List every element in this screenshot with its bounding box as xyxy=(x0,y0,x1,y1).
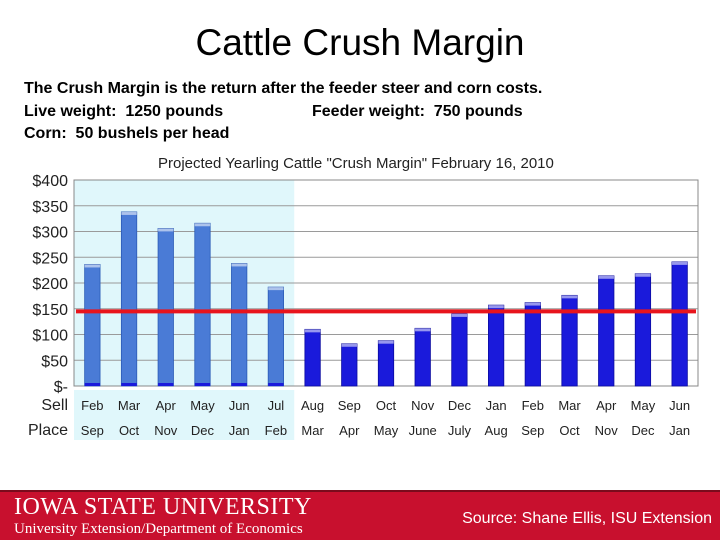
bar-highlight xyxy=(194,223,211,227)
x-tick-label-sell: Apr xyxy=(156,398,177,413)
university-logo-text: IOWA STATE UNIVERSITY xyxy=(14,494,312,520)
x-tick-label-place: Sep xyxy=(81,423,104,438)
footer-divider xyxy=(0,490,720,492)
x-tick-label-sell: Feb xyxy=(522,398,544,413)
x-tick-label-place: Jan xyxy=(669,423,690,438)
y-tick-label: $300 xyxy=(32,225,68,242)
y-tick-label: $400 xyxy=(32,173,68,190)
bar xyxy=(377,340,395,387)
x-tick-label-sell: Oct xyxy=(376,398,397,413)
x-tick-label-sell: Sep xyxy=(338,398,361,413)
bar xyxy=(561,294,578,387)
x-tick-label-place: Mar xyxy=(301,423,324,438)
bar-base xyxy=(231,383,247,386)
x-tick-label-place: Dec xyxy=(631,423,655,438)
bar-highlight xyxy=(231,263,247,267)
bar-highlight xyxy=(451,313,468,317)
x-tick-label-sell: Jun xyxy=(229,398,250,413)
bar xyxy=(157,228,174,387)
bar-highlight xyxy=(378,340,394,344)
x-tick-label-place: Sep xyxy=(521,423,544,438)
x-tick-label-sell: Jun xyxy=(669,398,690,413)
bar xyxy=(524,302,541,387)
bar xyxy=(194,222,211,387)
bar-base xyxy=(268,383,284,386)
bar xyxy=(634,273,652,387)
bar-highlight xyxy=(488,305,504,309)
bar xyxy=(304,328,321,387)
y-tick-label: $350 xyxy=(32,199,68,216)
bar-highlight xyxy=(635,273,651,277)
bar-highlight xyxy=(84,264,101,268)
x-tick-label-sell: May xyxy=(190,398,215,413)
bar-base xyxy=(194,383,211,386)
x-tick-label-place: July xyxy=(448,423,472,438)
description-line-1: The Crush Margin is the return after the… xyxy=(24,80,543,97)
y-tick-label: $250 xyxy=(32,250,68,267)
bar-highlight xyxy=(598,275,614,279)
x-tick-label-place: Apr xyxy=(339,423,360,438)
place-row-label: Place xyxy=(28,422,68,439)
bar xyxy=(598,275,615,387)
footer-bar: IOWA STATE UNIVERSITY University Extensi… xyxy=(0,492,720,540)
y-tick-label: $- xyxy=(54,379,68,396)
x-tick-label-place: Oct xyxy=(559,423,580,438)
bar-highlight xyxy=(414,328,431,332)
live-weight-text: Live weight: 1250 pounds xyxy=(24,103,224,120)
x-tick-label-sell: Mar xyxy=(118,398,141,413)
bar-highlight xyxy=(268,287,284,291)
x-tick-label-place: Nov xyxy=(595,423,619,438)
x-tick-label-place: Jan xyxy=(229,423,250,438)
bar xyxy=(341,343,358,387)
y-tick-label: $50 xyxy=(41,353,68,370)
source-text: Source: Shane Ellis, ISU Extension xyxy=(462,510,712,527)
bar-highlight xyxy=(341,343,358,347)
bar xyxy=(84,264,101,387)
x-tick-label-place: Nov xyxy=(154,423,178,438)
x-tick-label-sell: May xyxy=(631,398,656,413)
bar-highlight xyxy=(525,302,541,306)
bar-highlight xyxy=(561,295,578,299)
bar-highlight xyxy=(121,211,137,215)
crush-margin-chart: Projected Yearling Cattle "Crush Margin"… xyxy=(12,150,706,444)
bar-highlight xyxy=(304,329,321,333)
y-tick-label: $200 xyxy=(32,276,68,293)
bar xyxy=(120,211,138,387)
department-text: University Extension/Department of Econo… xyxy=(14,521,303,537)
x-tick-label-place: Dec xyxy=(191,423,215,438)
chart-svg: Projected Yearling Cattle "Crush Margin"… xyxy=(12,150,706,444)
y-tick-label: $100 xyxy=(32,328,68,345)
bar-base xyxy=(158,383,174,386)
bar xyxy=(451,313,468,387)
y-tick-label: $150 xyxy=(32,302,68,319)
bar-base xyxy=(121,383,137,386)
x-tick-label-sell: Nov xyxy=(411,398,435,413)
bar-highlight xyxy=(158,228,174,232)
x-tick-label-sell: Feb xyxy=(81,398,103,413)
bar-base xyxy=(84,383,101,386)
bar xyxy=(414,327,431,387)
x-tick-label-sell: Dec xyxy=(448,398,472,413)
sell-row-label: Sell xyxy=(41,397,68,414)
x-tick-label-sell: Mar xyxy=(558,398,581,413)
feeder-weight-text: Feeder weight: 750 pounds xyxy=(312,103,523,120)
slide-title: Cattle Crush Margin xyxy=(195,22,525,63)
bar-highlight xyxy=(671,261,688,265)
x-tick-label-sell: Apr xyxy=(596,398,617,413)
x-tick-label-place: June xyxy=(409,423,437,438)
bar xyxy=(488,304,505,387)
x-tick-label-sell: Aug xyxy=(301,398,324,413)
bar xyxy=(671,261,688,387)
x-tick-label-place: Oct xyxy=(119,423,140,438)
chart-title: Projected Yearling Cattle "Crush Margin"… xyxy=(158,155,554,172)
x-tick-label-place: Aug xyxy=(485,423,508,438)
x-tick-label-sell: Jul xyxy=(268,398,285,413)
x-tick-label-place: May xyxy=(374,423,399,438)
historical-label-band xyxy=(74,390,295,444)
corn-text: Corn: 50 bushels per head xyxy=(24,125,230,142)
bar xyxy=(231,263,248,387)
bar xyxy=(267,286,284,387)
x-tick-label-place: Feb xyxy=(265,423,287,438)
x-tick-label-sell: Jan xyxy=(486,398,507,413)
